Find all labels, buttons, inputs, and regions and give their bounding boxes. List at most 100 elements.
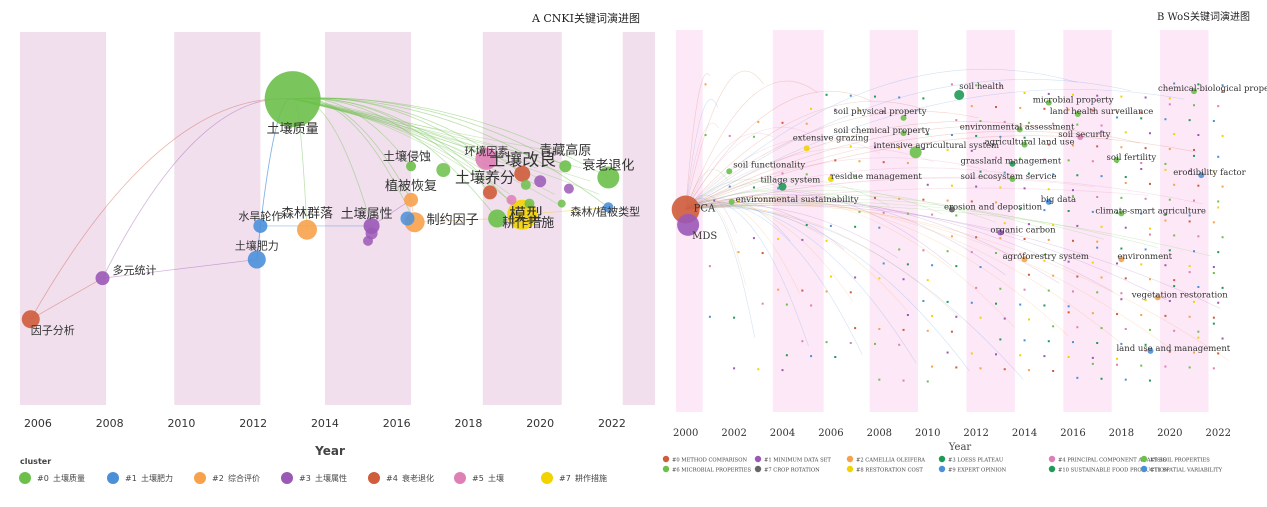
link-b-50	[685, 201, 1158, 249]
link-b-42	[685, 130, 1087, 210]
minor-dot-b	[1047, 289, 1050, 292]
minor-dot-b	[1217, 301, 1220, 304]
link-b-35	[685, 207, 1024, 380]
minor-dot-b	[946, 351, 949, 354]
wos-node-21	[1077, 133, 1084, 140]
link-a-14	[292, 98, 523, 216]
minor-dot-b	[1052, 173, 1055, 176]
minor-dot-b	[1091, 362, 1094, 365]
minor-dot-b	[1164, 365, 1167, 368]
minor-dot-b	[1019, 303, 1022, 306]
legend-b-label: #0 METHOD COMPARISON	[672, 457, 747, 463]
bundle-a-11	[292, 98, 582, 169]
minor-dot-b	[1173, 133, 1176, 136]
wos-node-label: land health surveillance	[1050, 107, 1154, 117]
cnki-minor-node-0	[436, 163, 451, 178]
minor-dot-b	[1019, 157, 1022, 160]
wos-node-10	[954, 89, 965, 100]
minor-dot-b	[1221, 286, 1224, 289]
minor-dot-b	[1116, 110, 1119, 113]
minor-dot-b	[854, 276, 857, 279]
minor-dot-b	[1193, 154, 1196, 157]
minor-dot-b	[854, 225, 857, 228]
x-tick-b-2000: 2000	[673, 428, 698, 439]
link-b-29	[685, 206, 970, 372]
minor-dot-b	[1212, 221, 1215, 224]
minor-dot-b	[825, 93, 828, 96]
minor-dot-b	[1052, 325, 1055, 328]
legend-a-item: #3 土壤属性	[281, 472, 347, 484]
panel-b-node-labels: PCA MDS soil functionality environmental su…	[692, 82, 1267, 354]
cnki-node-label: 森林群落	[281, 207, 333, 222]
cnki-node-label: 耕作措施	[502, 215, 554, 231]
minor-dot-b	[1144, 248, 1147, 251]
wos-node-label: intensive agricultural system	[874, 141, 999, 151]
link-b-54	[685, 135, 1194, 210]
x-tick-b-2012: 2012	[963, 428, 988, 439]
minor-dot-b	[873, 196, 876, 199]
minor-dot-b	[1148, 278, 1151, 281]
minor-dot-b	[902, 379, 905, 382]
minor-dot-b	[737, 251, 740, 254]
wos-node-25	[1154, 294, 1161, 301]
legend-b-swatch	[846, 455, 854, 463]
minor-dot-b	[882, 262, 885, 265]
minor-dot-b	[975, 286, 978, 289]
panel-a-legend-title: cluster	[20, 457, 51, 466]
minor-dot-b	[785, 354, 788, 357]
link-b-52	[685, 202, 1176, 353]
x-tick-a-2008: 2008	[96, 417, 124, 430]
wos-node-14	[1009, 160, 1016, 167]
wos-node-7	[900, 114, 907, 121]
minor-dot-b	[995, 302, 998, 305]
minor-dot-b	[1096, 196, 1099, 199]
link-b-12	[685, 80, 818, 210]
minor-dot-b	[785, 303, 788, 306]
wos-node-24	[1118, 256, 1125, 263]
minor-dot-b	[849, 145, 852, 148]
minor-dot-b	[1140, 117, 1143, 120]
minor-dot-b	[1217, 352, 1220, 355]
year-band-a-4	[622, 32, 655, 405]
cnki-node-7	[406, 161, 417, 172]
minor-dot-b	[999, 287, 1002, 290]
minor-dot-b	[1164, 118, 1167, 121]
minor-dot-b	[946, 300, 949, 303]
link-b-34	[685, 195, 1015, 328]
minor-dot-b	[1144, 299, 1147, 302]
minor-dot-b	[1164, 264, 1167, 267]
minor-dot-b	[1188, 315, 1191, 318]
bundle-a-6	[292, 98, 537, 169]
link-b-25	[685, 147, 934, 210]
cnki-node-2	[95, 271, 110, 286]
minor-dot-b	[1100, 175, 1103, 178]
link-b-22	[685, 204, 908, 311]
wos-node-6	[827, 175, 834, 182]
wos-node-20	[1074, 111, 1081, 118]
cnki-node-1	[21, 310, 40, 329]
legend-b-label: #2 CAMELLIA OLEIFERA	[856, 457, 925, 463]
minor-dot-b	[1043, 253, 1046, 256]
link-b-53	[685, 89, 1185, 210]
minor-dot-b	[757, 120, 760, 123]
link-b-27	[685, 190, 952, 267]
minor-dot-b	[898, 197, 901, 200]
minor-dot-b	[1027, 172, 1030, 175]
link-b-1	[685, 122, 720, 210]
minor-dot-b	[1188, 265, 1191, 268]
minor-dot-b	[1100, 130, 1103, 133]
minor-dot-b	[950, 235, 953, 238]
legend-b-swatch	[662, 465, 670, 473]
minor-dot-b	[1047, 92, 1050, 95]
link-b-24	[685, 100, 925, 210]
minor-dot-b	[946, 199, 949, 202]
minor-dot-b	[1212, 322, 1215, 325]
wos-node-18	[1045, 99, 1052, 106]
bundle-a-7	[292, 98, 546, 182]
wos-node-label: land use and management	[1116, 344, 1230, 354]
minor-dot-b	[1197, 330, 1200, 333]
minor-dot-b	[1047, 188, 1050, 191]
legend-b-item: #1 MINIMUM DATA SET	[754, 455, 831, 463]
minor-dot-b	[1043, 107, 1046, 110]
minor-dot-b	[834, 159, 837, 162]
